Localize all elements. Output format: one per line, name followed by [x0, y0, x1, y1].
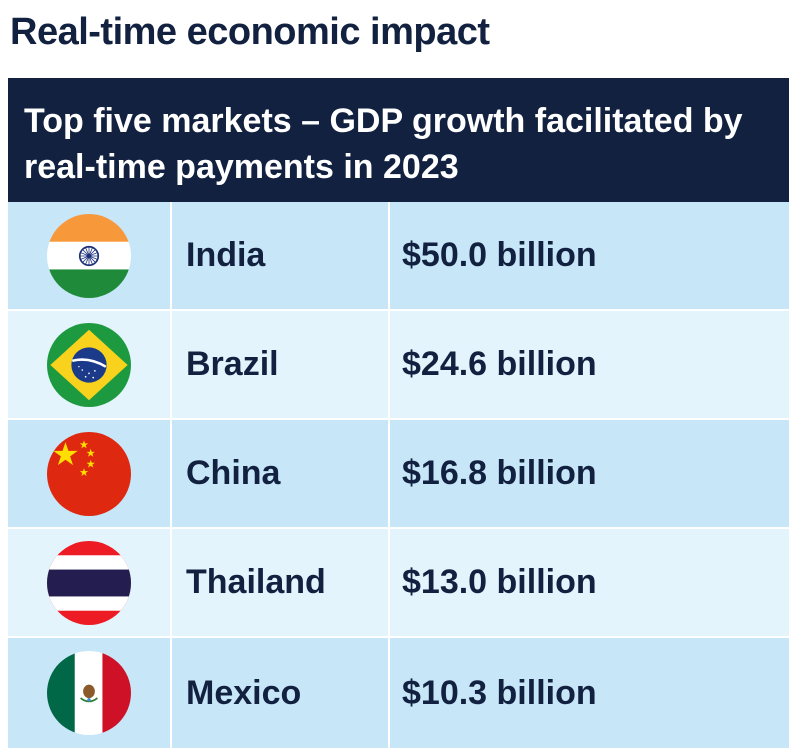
table-title: Top five markets – GDP growth facilitate…	[8, 78, 789, 202]
country-label: Brazil	[172, 311, 390, 418]
flag-cell	[8, 311, 172, 418]
value-label: $16.8 billion	[390, 420, 789, 527]
country-label: Thailand	[172, 529, 390, 636]
country-label: China	[172, 420, 390, 527]
brazil-flag-icon	[47, 322, 131, 407]
thailand-flag-icon	[47, 540, 131, 625]
gdp-table: Top five markets – GDP growth facilitate…	[8, 78, 789, 748]
value-label: $10.3 billion	[390, 638, 789, 748]
mexico-flag-icon	[47, 651, 131, 735]
table-row: Brazil $24.6 billion	[8, 311, 789, 420]
value-label: $13.0 billion	[390, 529, 789, 636]
flag-cell	[8, 529, 172, 636]
page-title: Real-time economic impact	[10, 11, 490, 53]
india-flag-icon	[47, 213, 131, 298]
flag-cell	[8, 202, 172, 309]
table-row: Mexico $10.3 billion	[8, 638, 789, 748]
country-label: Mexico	[172, 638, 390, 748]
value-label: $24.6 billion	[390, 311, 789, 418]
table-row: China $16.8 billion	[8, 420, 789, 529]
flag-cell	[8, 638, 172, 748]
value-label: $50.0 billion	[390, 202, 789, 309]
flag-cell	[8, 420, 172, 527]
china-flag-icon	[47, 431, 131, 516]
table-row: Thailand $13.0 billion	[8, 529, 789, 638]
country-label: India	[172, 202, 390, 309]
table-row: India $50.0 billion	[8, 202, 789, 311]
